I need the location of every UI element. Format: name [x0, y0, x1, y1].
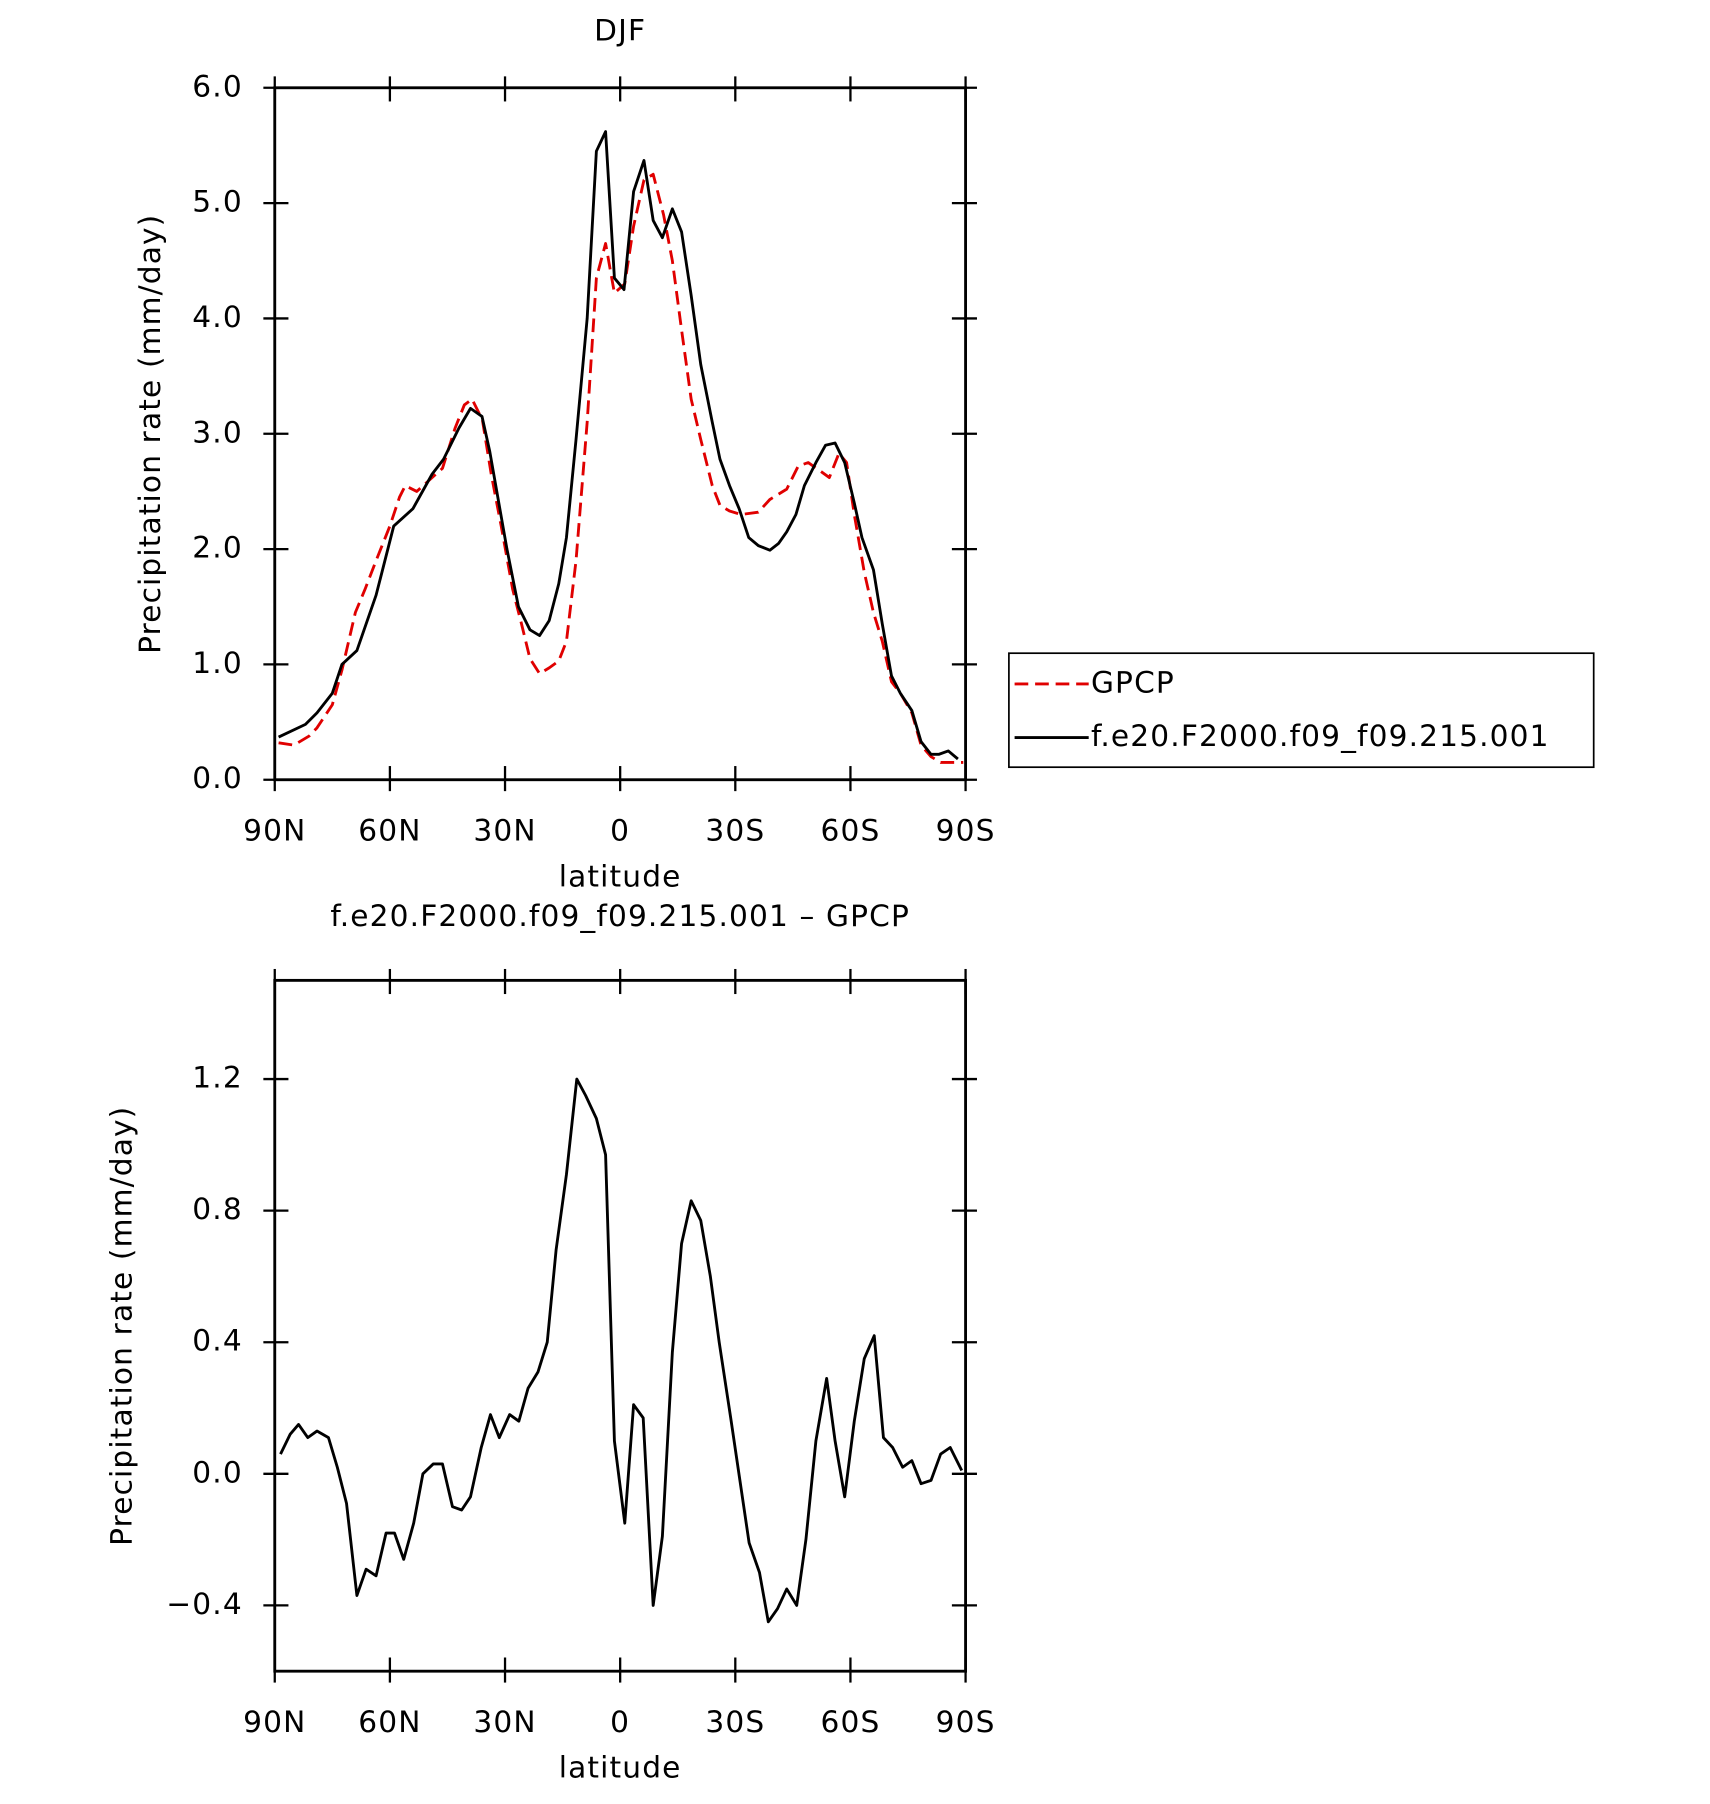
x-tick-label: 0	[610, 1704, 630, 1739]
x-tick-label: 90S	[936, 1704, 996, 1739]
plot-frame	[273, 978, 968, 1673]
x-axis-label: latitude	[559, 1750, 682, 1785]
plot-frame	[273, 86, 968, 782]
x-tick-label: 90N	[243, 813, 306, 848]
x-tick-label: 30S	[705, 813, 765, 848]
y-tick-label: 0.8	[192, 1191, 243, 1226]
y-axis-label: Precipitation rate (mm/day)	[132, 214, 167, 654]
y-tick-label: 0.0	[192, 760, 243, 795]
x-tick-label: 30N	[473, 1704, 536, 1739]
x-tick-label: 60N	[358, 813, 421, 848]
x-axis-label: latitude	[559, 858, 682, 893]
chart-title: f.e20.F2000.f09_f09.215.001 – GPCP	[330, 898, 910, 933]
data-line	[277, 130, 959, 761]
data-line	[278, 172, 964, 764]
y-tick-label: 2.0	[192, 530, 243, 565]
y-tick-label: −0.4	[166, 1586, 243, 1621]
y-tick-label: 0.4	[192, 1323, 243, 1358]
y-tick-label: 6.0	[192, 68, 243, 103]
x-tick-label: 30N	[473, 813, 536, 848]
y-tick-label: 0.0	[192, 1454, 243, 1489]
x-tick-label: 60S	[820, 813, 880, 848]
x-tick-label: 90N	[243, 1704, 306, 1739]
x-tick-label: 60N	[358, 1704, 421, 1739]
legend-box	[1008, 652, 1595, 769]
y-tick-label: 1.2	[192, 1060, 243, 1095]
x-tick-label: 90S	[936, 813, 996, 848]
x-tick-label: 0	[610, 813, 630, 848]
y-tick-label: 1.0	[192, 645, 243, 680]
legend-label: f.e20.F2000.f09_f09.215.001	[1091, 718, 1550, 753]
x-tick-label: 60S	[820, 1704, 880, 1739]
y-tick-label: 3.0	[192, 414, 243, 449]
y-axis-label: Precipitation rate (mm/day)	[104, 1106, 139, 1546]
data-line	[279, 1077, 964, 1624]
legend-label: GPCP	[1091, 664, 1175, 699]
y-tick-label: 5.0	[192, 184, 243, 219]
y-tick-label: 4.0	[192, 299, 243, 334]
x-tick-label: 30S	[705, 1704, 765, 1739]
chart-title: DJF	[594, 12, 646, 47]
